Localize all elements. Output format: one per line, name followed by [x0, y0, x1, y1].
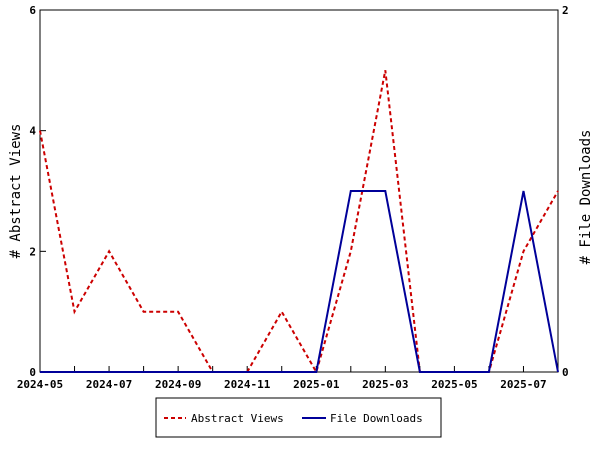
x-tick-label: 2025-03: [362, 378, 408, 391]
y-left-tick-label: 4: [29, 125, 36, 138]
legend-label-abstract-views: Abstract Views: [191, 412, 284, 425]
legend-label-file-downloads: File Downloads: [330, 412, 423, 425]
y-right-tick-label: 2: [562, 4, 569, 17]
x-tick-label: 2025-01: [293, 378, 340, 391]
y-right-tick-label: 0: [562, 366, 569, 379]
x-tick-label: 2024-07: [86, 378, 132, 391]
x-tick-label: 2024-11: [224, 378, 271, 391]
x-tick-label: 2024-05: [17, 378, 63, 391]
y-left-tick-label: 6: [29, 4, 36, 17]
x-tick-label: 2024-09: [155, 378, 201, 391]
legend: Abstract Views File Downloads: [155, 397, 442, 438]
plot-area: [39, 9, 559, 373]
legend-box: [155, 397, 442, 438]
series-layer: [39, 70, 559, 375]
x-tick-label: 2025-07: [500, 378, 546, 391]
x-tick-label: 2025-05: [431, 378, 477, 391]
y-axis-left-title: # Abstract Views: [8, 124, 24, 259]
y-axis-right-title: # File Downloads: [578, 130, 594, 265]
series-line-abstract-views: [39, 70, 559, 375]
y-left-tick-label: 2: [29, 245, 36, 258]
series-line-file-downloads: [40, 190, 559, 373]
y-left-tick-label: 0: [29, 366, 36, 379]
x-axis: 2024-05 2024-07 2024-09 2024-11 2025-01 2025-…: [17, 366, 559, 391]
